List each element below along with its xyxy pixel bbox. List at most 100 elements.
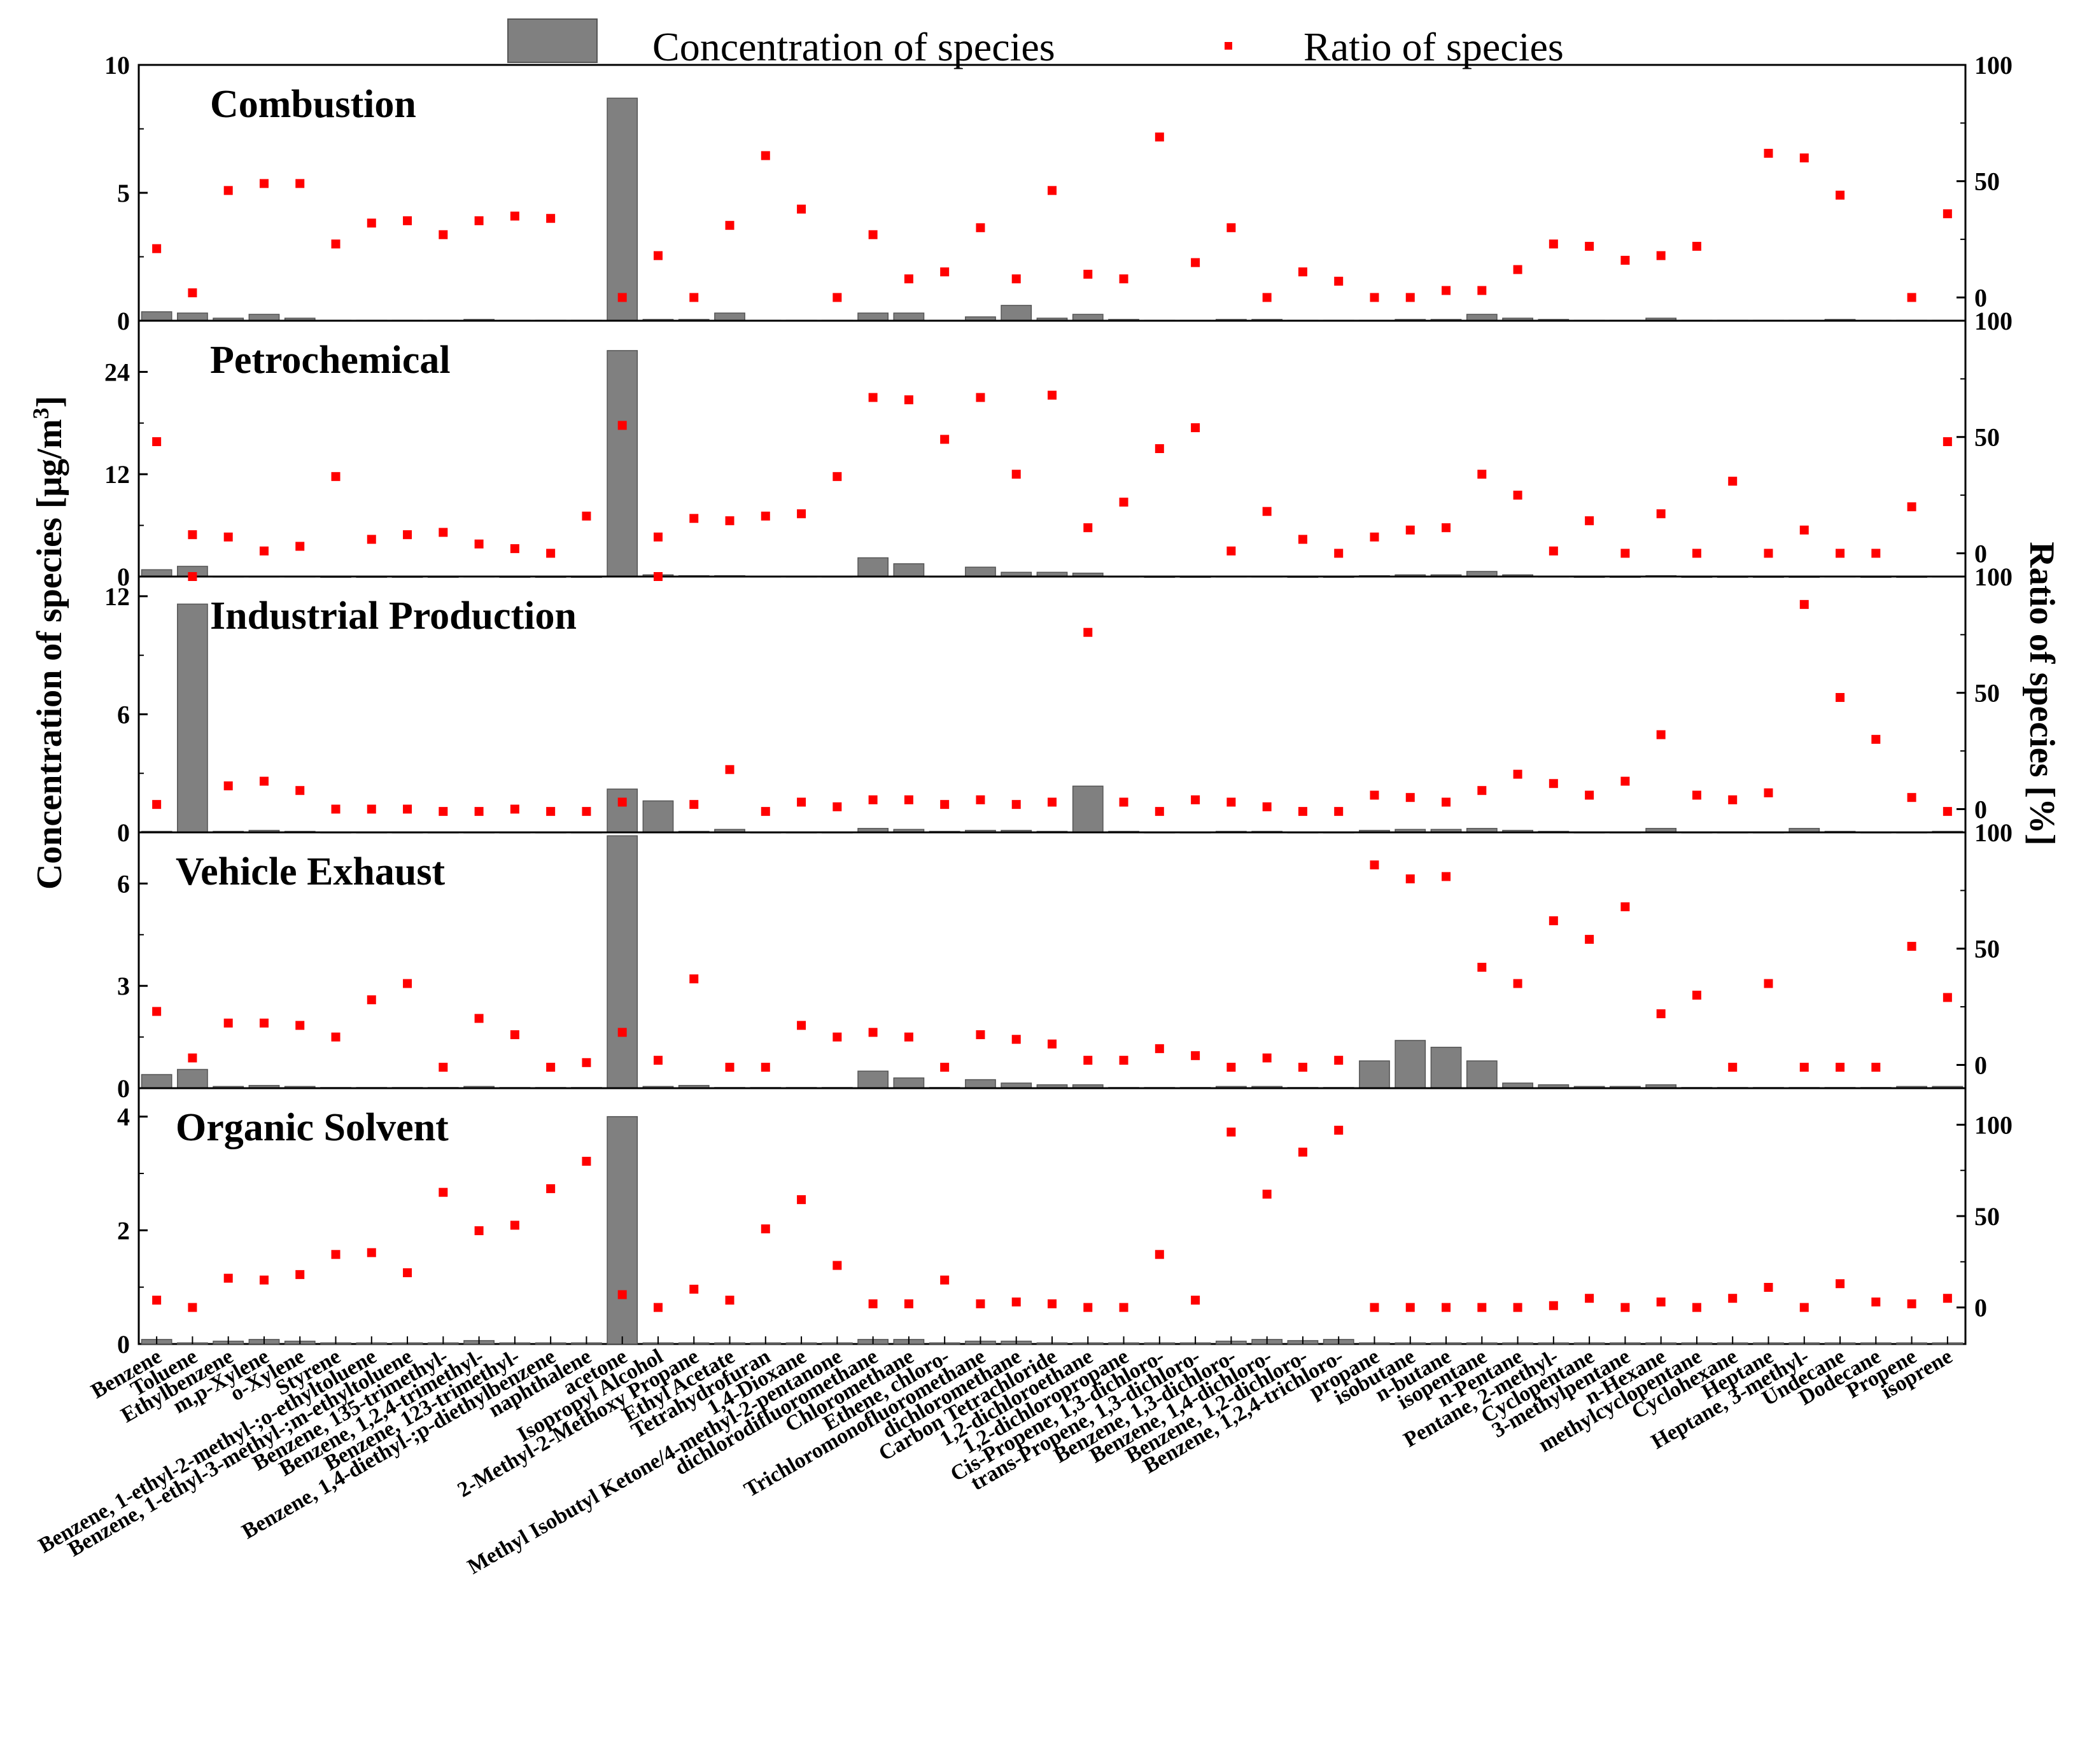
ratio-point [439, 528, 448, 537]
bar [141, 1074, 172, 1089]
ratio-point [1011, 800, 1021, 809]
ratio-point [904, 795, 913, 804]
ratio-point [188, 288, 197, 298]
ratio-point [617, 421, 627, 430]
bar [177, 603, 208, 833]
ratio-point [1191, 258, 1200, 267]
ratio-point [1764, 1282, 1773, 1292]
ratio-point [1585, 516, 1594, 526]
ratio-point [1155, 807, 1164, 816]
ratio-point [1907, 1299, 1916, 1308]
legend: Concentration of species Ratio of specie… [507, 18, 1564, 69]
panel-title: Organic Solvent [176, 1106, 449, 1149]
ratio-point [1656, 1297, 1666, 1306]
ratio-point [1836, 693, 1845, 703]
ratio-point [1370, 790, 1379, 800]
bar [607, 788, 638, 833]
ratio-point [1764, 788, 1773, 797]
ratio-point [1048, 797, 1057, 807]
ratio-point [1011, 470, 1021, 479]
ratio-point [1405, 793, 1415, 802]
ratio-point [1226, 546, 1236, 556]
ratio-point [689, 293, 699, 302]
bar [1001, 305, 1032, 321]
ratio-point [223, 781, 233, 790]
ratio-point [976, 393, 985, 402]
right-tick-label: 0 [1974, 795, 1987, 823]
ratio-point [1656, 1009, 1666, 1019]
ratio-point [1083, 1303, 1093, 1312]
ratio-point [1334, 807, 1344, 816]
ratio-point [1405, 525, 1415, 535]
right-tick-label: 100 [1974, 307, 2013, 335]
ratio-point [1656, 730, 1666, 739]
ratio-point [1477, 962, 1487, 972]
ratio-point [1370, 532, 1379, 542]
ratio-point [474, 1226, 484, 1235]
ratio-point [1764, 979, 1773, 988]
ratio-point [223, 186, 233, 195]
ratio-point [1011, 1297, 1021, 1306]
ratio-point [1477, 1303, 1487, 1312]
ratio-point [653, 1056, 663, 1065]
ratio-point [689, 800, 699, 809]
ratio-point [1871, 1297, 1881, 1306]
ratio-point [1191, 1296, 1200, 1305]
ratio-point [223, 1018, 233, 1028]
ratio-point [904, 395, 913, 405]
ratio-point [1585, 790, 1594, 800]
ratio-point [1728, 795, 1738, 804]
legend-point-label: Ratio of species [1303, 24, 1564, 69]
right-tick-label: 0 [1974, 283, 1987, 312]
ratio-point [188, 1303, 197, 1312]
panel-title: Petrochemical [210, 339, 451, 382]
ratio-point [1943, 209, 1952, 218]
ratio-point [403, 804, 412, 814]
ratio-point [1048, 186, 1057, 195]
ratio-point [617, 293, 627, 302]
ratio-point [940, 800, 950, 809]
ratio-point [1549, 239, 1558, 249]
ratio-point [1405, 874, 1415, 884]
ratio-point [1011, 1035, 1021, 1044]
ratio-point [1442, 872, 1451, 881]
ratio-point [188, 572, 197, 581]
ratio-point [797, 204, 806, 214]
ratio-point [1620, 255, 1630, 265]
ratio-point [1226, 797, 1236, 807]
left-tick-label: 12 [104, 582, 130, 611]
ratio-point [1799, 153, 1809, 163]
ratio-point [617, 1028, 627, 1037]
left-axis-label-sup: 3 [28, 408, 53, 419]
ratio-point [1298, 807, 1307, 816]
ratio-point [403, 1268, 412, 1278]
ratio-point [797, 797, 806, 807]
ratio-point [367, 1248, 376, 1257]
ratio-point [1728, 477, 1738, 486]
ratio-point [1011, 274, 1021, 284]
ratio-point [1513, 265, 1522, 274]
ratio-point [868, 795, 878, 804]
ratio-point [1048, 1299, 1057, 1308]
ratio-point [1191, 1051, 1200, 1060]
ratio-point [904, 274, 913, 284]
ratio-point [1262, 293, 1272, 302]
ratio-point [725, 1296, 734, 1305]
ratio-point [904, 1032, 913, 1042]
ratio-point [331, 1250, 341, 1259]
ratio-point [761, 1063, 770, 1072]
ratio-point [1048, 1039, 1057, 1049]
bar [607, 835, 638, 1089]
bar [1395, 1040, 1426, 1089]
ratio-point [940, 435, 950, 444]
left-tick-label: 0 [117, 1330, 130, 1359]
ratio-point [1692, 790, 1701, 800]
ratio-point [1549, 779, 1558, 788]
ratio-point [940, 1063, 950, 1072]
bar [1072, 785, 1104, 833]
panel-title: Vehicle Exhaust [176, 850, 446, 893]
ratio-point [1943, 1294, 1952, 1303]
ratio-point [259, 179, 269, 188]
ratio-point [546, 1184, 556, 1193]
